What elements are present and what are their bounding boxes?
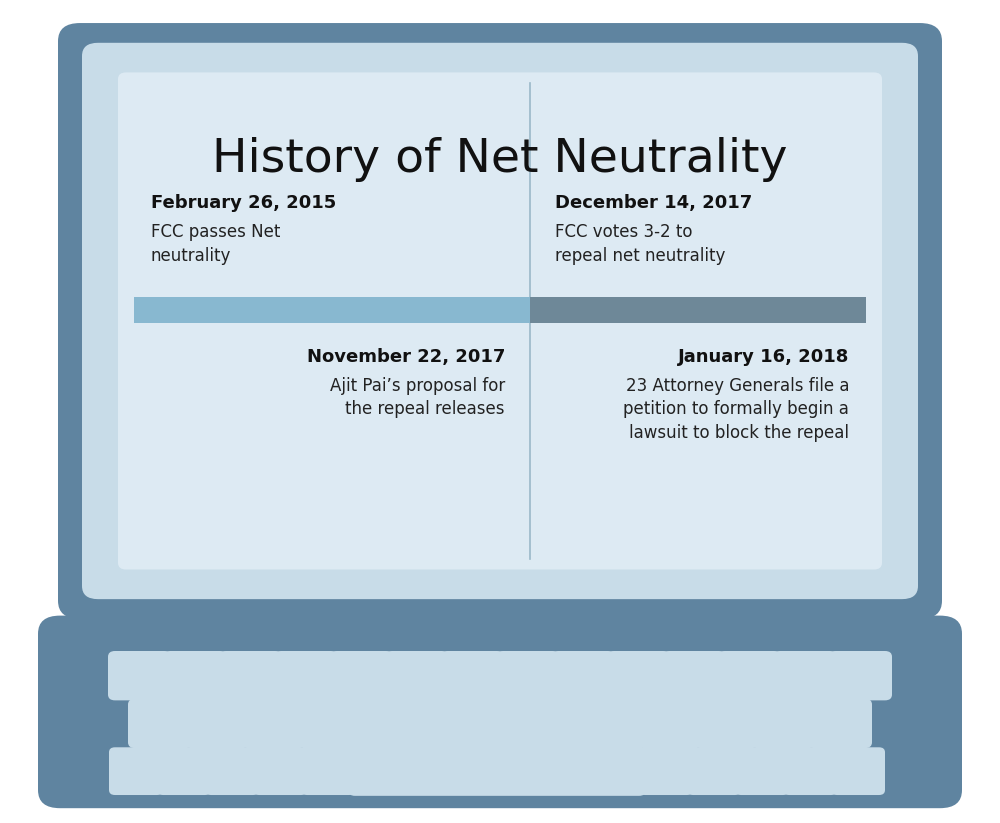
FancyBboxPatch shape — [219, 651, 282, 700]
Bar — [134, 297, 530, 323]
FancyBboxPatch shape — [581, 699, 646, 748]
Bar — [530, 297, 866, 323]
FancyBboxPatch shape — [38, 616, 962, 808]
FancyBboxPatch shape — [773, 651, 837, 700]
FancyBboxPatch shape — [411, 699, 476, 748]
FancyBboxPatch shape — [687, 747, 741, 795]
FancyBboxPatch shape — [301, 747, 355, 795]
FancyBboxPatch shape — [718, 651, 781, 700]
FancyBboxPatch shape — [639, 747, 693, 795]
FancyBboxPatch shape — [694, 699, 759, 748]
FancyBboxPatch shape — [468, 699, 532, 748]
FancyBboxPatch shape — [82, 43, 918, 599]
FancyBboxPatch shape — [496, 651, 559, 700]
Text: December 14, 2017: December 14, 2017 — [555, 194, 752, 212]
FancyBboxPatch shape — [441, 651, 504, 700]
FancyBboxPatch shape — [385, 651, 449, 700]
FancyBboxPatch shape — [118, 72, 882, 570]
FancyBboxPatch shape — [524, 699, 589, 748]
FancyBboxPatch shape — [831, 747, 885, 795]
FancyBboxPatch shape — [607, 651, 670, 700]
FancyBboxPatch shape — [241, 699, 306, 748]
Text: January 16, 2018: January 16, 2018 — [678, 348, 849, 366]
FancyBboxPatch shape — [829, 651, 892, 700]
FancyBboxPatch shape — [109, 747, 163, 795]
FancyBboxPatch shape — [807, 699, 872, 748]
FancyBboxPatch shape — [348, 746, 646, 796]
FancyBboxPatch shape — [157, 747, 211, 795]
FancyBboxPatch shape — [735, 747, 789, 795]
Text: November 22, 2017: November 22, 2017 — [307, 348, 505, 366]
FancyBboxPatch shape — [783, 747, 837, 795]
FancyBboxPatch shape — [58, 23, 942, 619]
FancyBboxPatch shape — [185, 699, 249, 748]
Text: History of Net Neutrality: History of Net Neutrality — [212, 137, 788, 182]
Text: FCC votes 3-2 to
repeal net neutrality: FCC votes 3-2 to repeal net neutrality — [555, 223, 725, 265]
FancyBboxPatch shape — [354, 699, 419, 748]
Text: February 26, 2015: February 26, 2015 — [151, 194, 336, 212]
FancyBboxPatch shape — [108, 651, 171, 700]
FancyBboxPatch shape — [638, 699, 702, 748]
Text: Ajit Pai’s proposal for
the repeal releases: Ajit Pai’s proposal for the repeal relea… — [330, 377, 505, 418]
FancyBboxPatch shape — [274, 651, 338, 700]
Polygon shape — [410, 601, 590, 642]
Text: FCC passes Net
neutrality: FCC passes Net neutrality — [151, 223, 280, 265]
FancyBboxPatch shape — [253, 747, 307, 795]
FancyBboxPatch shape — [330, 651, 393, 700]
Text: 23 Attorney Generals file a
petition to formally begin a
lawsuit to block the re: 23 Attorney Generals file a petition to … — [623, 377, 849, 442]
FancyBboxPatch shape — [751, 699, 815, 748]
FancyBboxPatch shape — [163, 651, 227, 700]
FancyBboxPatch shape — [662, 651, 726, 700]
FancyBboxPatch shape — [128, 699, 193, 748]
FancyBboxPatch shape — [205, 747, 259, 795]
FancyBboxPatch shape — [551, 651, 615, 700]
FancyBboxPatch shape — [298, 699, 362, 748]
